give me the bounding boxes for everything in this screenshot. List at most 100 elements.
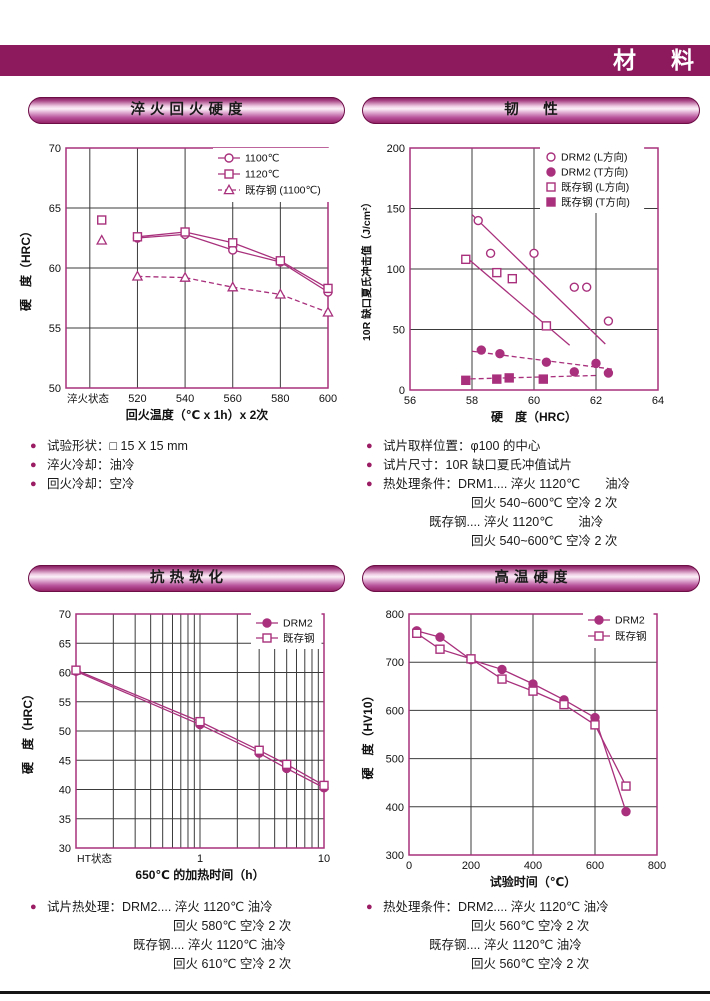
svg-text:300: 300 [386, 850, 404, 862]
page-header-bar: 材 料 [0, 45, 710, 76]
svg-text:既存钢 (1100℃): 既存钢 (1100℃) [245, 184, 321, 197]
svg-text:500: 500 [386, 754, 404, 766]
notes-quench-temper-hardness: ● 试验形状：□ 15 X 15 mm ● 淬火冷却：油冷 ● 回火冷却：空冷 [30, 437, 360, 494]
svg-text:硬 度（HRC）: 硬 度（HRC） [491, 409, 577, 424]
note-text: 回火 580℃ 空冷 2 次 [173, 919, 292, 933]
note-text: 试验形状：□ 15 X 15 mm [47, 439, 188, 453]
svg-text:10R 缺口夏氏冲击值（J/cm²）: 10R 缺口夏氏冲击值（J/cm²） [360, 197, 373, 341]
svg-text:回火温度（℃ x 1h）x 2次: 回火温度（℃ x 1h）x 2次 [126, 407, 269, 422]
chart-hot-hardness: 0 200 400 600 800 300 400 500 600 700 800 试验时间（℃） 硬 … [360, 600, 700, 893]
svg-text:既存钢: 既存钢 [615, 630, 647, 643]
section-header-hot-hardness: 高温硬度 [362, 565, 700, 592]
note-text: 既存钢.... 淬火 1120℃ 油冷 [429, 515, 604, 529]
note-continuation-line: 既存钢.... 淬火 1120℃ 油冷 [366, 513, 696, 532]
note-text: 试片热处理：DRM2.... 淬火 1120℃ 油冷 [47, 900, 273, 914]
svg-text:既存钢: 既存钢 [283, 632, 315, 645]
svg-text:600: 600 [386, 705, 404, 717]
svg-text:硬 度（HRC）: 硬 度（HRC） [20, 688, 35, 774]
svg-text:10: 10 [318, 853, 330, 865]
svg-text:DRM2: DRM2 [283, 618, 313, 630]
note-continuation-line: 回火 610℃ 空冷 2 次 [30, 955, 360, 974]
bullet-dot-icon: ● [366, 440, 373, 452]
svg-text:淬火状态: 淬火状态 [67, 392, 109, 405]
note-text: 回火 560℃ 空冷 2 次 [471, 919, 590, 933]
svg-text:520: 520 [128, 393, 146, 405]
svg-text:试验时间（℃）: 试验时间（℃） [490, 874, 577, 888]
svg-text:560: 560 [224, 393, 242, 405]
svg-text:400: 400 [524, 860, 542, 872]
svg-text:30: 30 [59, 843, 71, 855]
svg-text:0: 0 [406, 860, 412, 872]
note-text: 既存钢.... 淬火 1120℃ 油冷 [429, 938, 582, 952]
notes-toughness: ● 试片取样位置：φ100 的中心 ● 试片尺寸：10R 缺口夏氏冲值试片 ● 热处理条件… [366, 437, 696, 551]
bullet-dot-icon: ● [30, 459, 37, 471]
chart-heat-softening-resistance: 1 10 HT状态 30 35 40 45 50 55 60 65 70 650℃ 的加热时间（h） 硬 … [20, 600, 348, 893]
note-text: 试片尺寸：10R 缺口夏氏冲值试片 [383, 458, 572, 472]
notes-hot-hardness: ● 热处理条件：DRM2.... 淬火 1120℃ 油冷回火 560℃ 空冷 2 … [366, 898, 696, 974]
svg-text:1100℃: 1100℃ [245, 153, 279, 165]
svg-text:50: 50 [49, 383, 61, 395]
svg-text:1120℃: 1120℃ [245, 169, 279, 181]
note-bullet-line: ● 热处理条件：DRM1.... 淬火 1120℃ 油冷 [366, 475, 696, 494]
note-bullet-line: ● 热处理条件：DRM2.... 淬火 1120℃ 油冷 [366, 898, 696, 917]
note-text: 回火 610℃ 空冷 2 次 [173, 957, 292, 971]
svg-text:既存钢 (T方向): 既存钢 (T方向) [561, 196, 630, 209]
svg-text:200: 200 [387, 143, 405, 155]
bullet-dot-icon: ● [366, 478, 373, 490]
chart-canvas: 0 200 400 600 800 300 400 500 600 700 800 试验时间（℃） 硬 … [360, 609, 666, 889]
svg-text:650℃ 的加热时间（h）: 650℃ 的加热时间（h） [135, 867, 264, 882]
svg-text:64: 64 [652, 395, 664, 407]
note-bullet-line: ● 试片取样位置：φ100 的中心 [366, 437, 696, 456]
svg-text:100: 100 [387, 264, 405, 276]
svg-text:50: 50 [59, 726, 71, 738]
svg-text:58: 58 [466, 395, 478, 407]
section-header-toughness: 韧 性 [362, 97, 700, 124]
chart-canvas: 520 540 560 580 600 淬火状态 50 55 60 65 70 回火温度（℃ x 1h… [18, 143, 337, 422]
chart-toughness: 56 58 60 62 64 0 50 100 150 200 硬 度（HRC） 10R 缺口夏氏冲击… [360, 138, 700, 438]
note-text: 热处理条件：DRM1.... 淬火 1120℃ 油冷 [383, 477, 631, 491]
chart-canvas: 56 58 60 62 64 0 50 100 150 200 硬 度（HRC） 10R 缺口夏氏冲击… [360, 143, 664, 424]
svg-text:800: 800 [648, 860, 666, 872]
svg-text:62: 62 [590, 395, 602, 407]
note-text: 回火冷却：空冷 [47, 477, 135, 491]
svg-text:55: 55 [49, 323, 61, 335]
svg-text:既存钢 (L方向): 既存钢 (L方向) [561, 181, 629, 194]
svg-text:800: 800 [386, 609, 404, 621]
note-text: 淬火冷却：油冷 [47, 458, 135, 472]
note-text: 回火 560℃ 空冷 2 次 [471, 957, 590, 971]
page-title: 材 料 [613, 47, 700, 73]
svg-text:150: 150 [387, 204, 405, 216]
note-continuation-line: 回火 540~600℃ 空冷 2 次 [366, 532, 696, 551]
svg-text:HT状态: HT状态 [77, 852, 112, 865]
svg-text:580: 580 [271, 393, 289, 405]
note-bullet-line: ● 试验形状：□ 15 X 15 mm [30, 437, 360, 456]
notes-heat-softening-resistance: ● 试片热处理：DRM2.... 淬火 1120℃ 油冷回火 580℃ 空冷 2 … [30, 898, 360, 974]
svg-text:35: 35 [59, 814, 71, 826]
svg-text:65: 65 [49, 203, 61, 215]
svg-text:45: 45 [59, 755, 71, 767]
bullet-dot-icon: ● [30, 440, 37, 452]
svg-text:700: 700 [386, 657, 404, 669]
section-header-heat-softening-resistance: 抗热软化 [28, 565, 345, 592]
bullet-dot-icon: ● [366, 459, 373, 471]
svg-text:50: 50 [393, 325, 405, 337]
svg-text:56: 56 [404, 395, 416, 407]
svg-text:200: 200 [462, 860, 480, 872]
section-title: 抗热软化 [150, 570, 228, 587]
svg-text:1: 1 [197, 853, 203, 865]
note-text: 既存钢.... 淬火 1120℃ 油冷 [133, 938, 286, 952]
note-continuation-line: 既存钢.... 淬火 1120℃ 油冷 [366, 936, 696, 955]
note-bullet-line: ● 淬火冷却：油冷 [30, 456, 360, 475]
svg-text:600: 600 [319, 393, 337, 405]
svg-text:60: 60 [49, 263, 61, 275]
note-text: 热处理条件：DRM2.... 淬火 1120℃ 油冷 [383, 900, 609, 914]
svg-text:硬 度（HRC）: 硬 度（HRC） [18, 225, 33, 311]
svg-text:400: 400 [386, 802, 404, 814]
svg-text:55: 55 [59, 697, 71, 709]
svg-text:DRM2: DRM2 [615, 615, 645, 627]
note-bullet-line: ● 试片热处理：DRM2.... 淬火 1120℃ 油冷 [30, 898, 360, 917]
section-title: 淬火回火硬度 [130, 102, 248, 119]
svg-text:0: 0 [399, 385, 405, 397]
svg-text:70: 70 [59, 609, 71, 621]
